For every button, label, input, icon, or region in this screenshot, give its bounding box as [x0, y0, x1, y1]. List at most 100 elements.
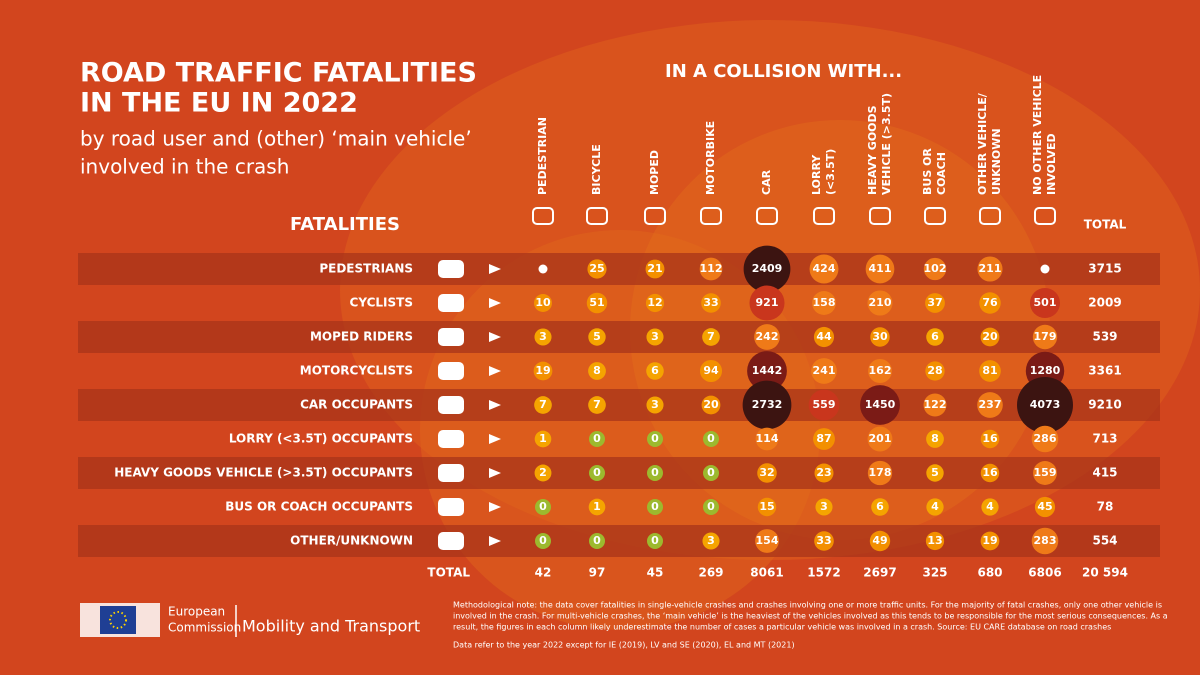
- cell-bubble: [645, 293, 665, 313]
- cell-value: 76: [982, 296, 998, 309]
- row-total: 415: [1092, 466, 1117, 480]
- cell-value: 559: [813, 398, 836, 411]
- eu-logo: [80, 603, 237, 637]
- cell-bubble: [811, 358, 837, 384]
- cell-value: 159: [1034, 466, 1057, 479]
- row-label: LORRY (<3.5T) OCCUPANTS: [229, 432, 413, 446]
- cell-value: 5: [593, 330, 601, 343]
- arrow: [489, 400, 501, 410]
- cell-bubble: [586, 292, 608, 314]
- arrow: [489, 468, 501, 478]
- cell-value: 1: [593, 500, 601, 513]
- row-label: MOPED RIDERS: [310, 330, 413, 344]
- cell-value: 0: [539, 500, 547, 513]
- cell-bubble: [1034, 496, 1056, 518]
- cell-bubble: [814, 463, 834, 483]
- column-icon: [813, 207, 835, 225]
- grand-total: 20 594: [1082, 566, 1128, 580]
- cell-bubble: [926, 498, 944, 516]
- cell-value: 424: [813, 262, 836, 275]
- cell-bubble: [1029, 287, 1061, 319]
- cell-value: 2732: [752, 398, 783, 411]
- cell-value: 5: [931, 466, 939, 479]
- cell-value: 102: [924, 262, 947, 275]
- column-total: 42: [535, 566, 552, 580]
- subtitle: involved in the crash: [80, 155, 289, 179]
- cell-value: 94: [703, 364, 719, 377]
- cell-bubble: [534, 464, 552, 482]
- cell-bubble: [589, 465, 605, 481]
- cell-bubble: [533, 361, 553, 381]
- cell-bubble: [813, 326, 835, 348]
- note: Methodological note: the data cover fata…: [453, 601, 1162, 610]
- cell-value: 211: [979, 262, 1002, 275]
- cell-bubble: [1017, 377, 1073, 433]
- cell-value: 0: [651, 466, 659, 479]
- cell-value: 0: [593, 534, 601, 547]
- column-icon: [1034, 207, 1056, 225]
- column-icon: [979, 207, 1001, 225]
- cell-bubble: [703, 499, 719, 515]
- cell-bubble: [925, 361, 945, 381]
- column-header: LORRY: [810, 154, 823, 195]
- cell-bubble: [868, 359, 892, 383]
- cell-value: 33: [816, 534, 831, 547]
- cell-value: 2409: [752, 262, 783, 275]
- cell-bubble: [809, 254, 839, 284]
- cell-value: 4073: [1030, 398, 1061, 411]
- cell-bubble: [979, 360, 1001, 382]
- cell-value: 7: [539, 398, 547, 411]
- cell-bubble: [534, 328, 552, 346]
- cell-value: 283: [1034, 534, 1057, 547]
- cell-value: 114: [756, 432, 779, 445]
- subtitle: by road user and (other) ‘main vehicle’: [80, 127, 472, 151]
- cell-value: 44: [816, 330, 832, 343]
- cell-value: 30: [872, 330, 888, 343]
- cell-value: 10: [535, 296, 551, 309]
- cell-bubble: [754, 324, 780, 350]
- cell-value: 0: [651, 432, 659, 445]
- cell-value: 0: [707, 432, 715, 445]
- cell-bubble: [755, 427, 779, 451]
- column-header: MOTORBIKE: [704, 121, 717, 195]
- cell-bubble: [588, 362, 606, 380]
- cell-bubble: [867, 426, 893, 452]
- row-icon: [438, 328, 464, 346]
- cell-value: 13: [927, 534, 942, 547]
- cell-bubble: [1033, 461, 1057, 485]
- cell-bubble: [977, 256, 1003, 282]
- row-stripe: [78, 321, 1160, 353]
- empty-dot: [1040, 264, 1050, 274]
- cell-bubble: [646, 328, 664, 346]
- cell-value: 20: [982, 330, 998, 343]
- cell-bubble: [923, 257, 947, 281]
- cell-bubble: [587, 259, 607, 279]
- cell-bubble: [980, 429, 1000, 449]
- cell-value: 6: [931, 330, 939, 343]
- cell-value: 1280: [1030, 364, 1061, 377]
- cell-bubble: [926, 464, 944, 482]
- row-label: MOTORCYCLISTS: [300, 364, 413, 378]
- cell-value: 12: [647, 296, 662, 309]
- cell-bubble: [860, 385, 900, 425]
- note: involved in the crash. For multi-vehicle…: [453, 612, 1168, 621]
- cell-value: 201: [869, 432, 892, 445]
- cell-value: 0: [707, 500, 715, 513]
- row-header: FATALITIES: [290, 214, 400, 235]
- column-header: CAR: [760, 169, 773, 195]
- cell-value: 6: [651, 364, 659, 377]
- cell-value: 8: [931, 432, 939, 445]
- cell-bubble: [699, 257, 723, 281]
- cell-bubble: [588, 396, 606, 414]
- cell-value: 33: [703, 296, 718, 309]
- cell-value: 19: [535, 364, 550, 377]
- cell-value: 286: [1034, 432, 1057, 445]
- cell-bubble: [534, 396, 552, 414]
- cell-bubble: [813, 428, 835, 450]
- cell-bubble: [980, 531, 1000, 551]
- cell-value: 2: [539, 466, 547, 479]
- cell-bubble: [588, 328, 606, 346]
- cell-value: 15: [759, 500, 774, 513]
- column-header: HEAVY GOODS: [866, 105, 879, 195]
- cell-bubble: [588, 498, 606, 516]
